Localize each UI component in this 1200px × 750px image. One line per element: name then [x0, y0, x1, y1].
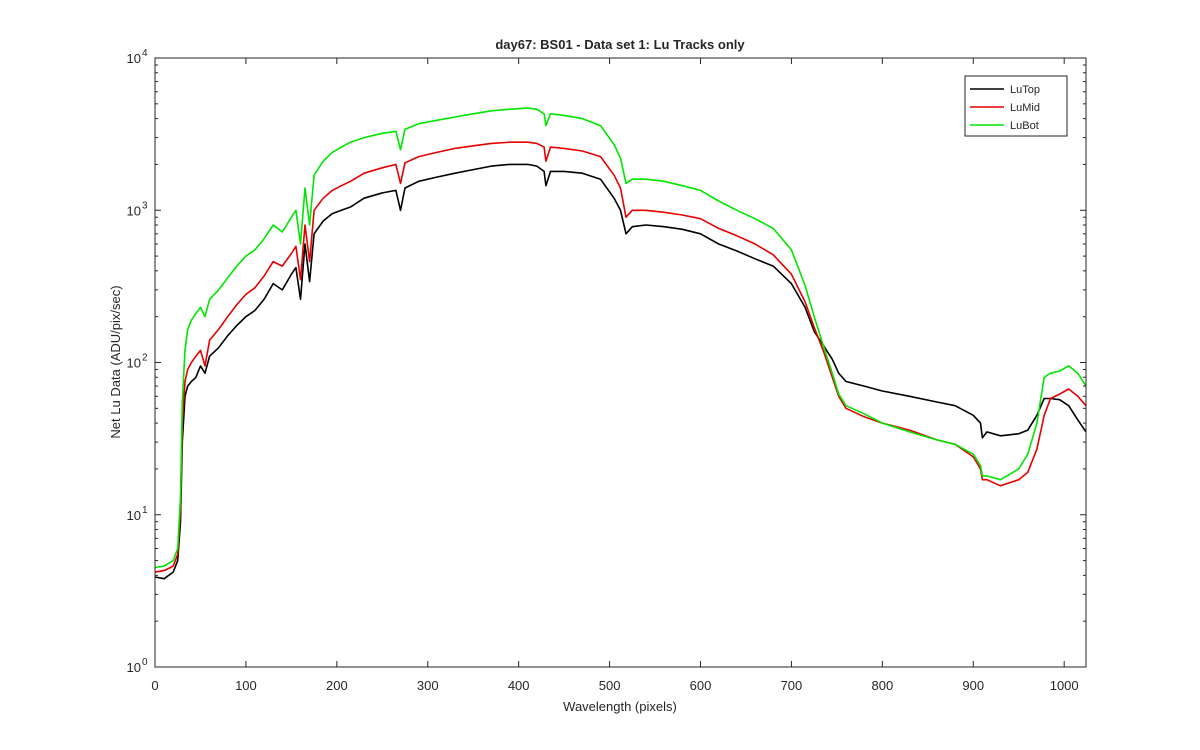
legend-label-lubot: LuBot	[1010, 120, 1039, 132]
plot-lines	[154, 107, 1087, 580]
y-tick-label: 10	[127, 356, 141, 371]
x-tick-label: 600	[690, 678, 712, 693]
x-tick-label: 700	[781, 678, 803, 693]
x-tick-label: 900	[962, 678, 984, 693]
y-tick-exponent: 4	[142, 48, 148, 59]
legend-box	[964, 75, 1068, 137]
x-tick-label: 400	[508, 678, 530, 693]
y-tick-base: 10	[127, 51, 141, 66]
x-axis-label: Wavelength (pixels)	[563, 699, 677, 714]
chart-title: day67: BS01 - Data set 1: Lu Tracks only	[495, 37, 745, 52]
legend: LuTop LuMid LuBot	[964, 75, 1068, 137]
y-tick-exponent: 1	[142, 505, 148, 516]
x-axis: 0 100 200 300 400 500 600 700 800 900 1000	[151, 58, 1079, 693]
x-tick-label: 100	[235, 678, 257, 693]
y-tick-label: 10	[127, 508, 141, 523]
y-tick-base: 10	[127, 508, 141, 523]
y-tick-exponent: 2	[142, 353, 148, 364]
y-tick-exponent: 0	[142, 657, 148, 668]
y-axis-label: Net Lu Data (ADU/pix/sec)	[108, 285, 123, 438]
series-line-lubot	[154, 107, 1087, 569]
y-tick-base: 10	[127, 203, 141, 218]
y-tick-label: 10	[127, 660, 141, 675]
y-tick-base: 10	[127, 660, 141, 675]
y-tick-label: 10	[127, 203, 141, 218]
y-tick-exponent: 3	[142, 200, 148, 211]
y-tick-label: 10	[127, 51, 141, 66]
legend-label-lumid: LuMid	[1010, 102, 1040, 114]
x-tick-label: 500	[599, 678, 621, 693]
x-tick-label: 0	[151, 678, 158, 693]
x-tick-label: 300	[417, 678, 439, 693]
y-tick-base: 10	[127, 356, 141, 371]
x-tick-label: 1000	[1050, 678, 1079, 693]
x-tick-label: 800	[871, 678, 893, 693]
legend-label-lutop: LuTop	[1010, 84, 1040, 96]
series-line-lutop	[154, 163, 1087, 580]
x-tick-label: 200	[326, 678, 348, 693]
